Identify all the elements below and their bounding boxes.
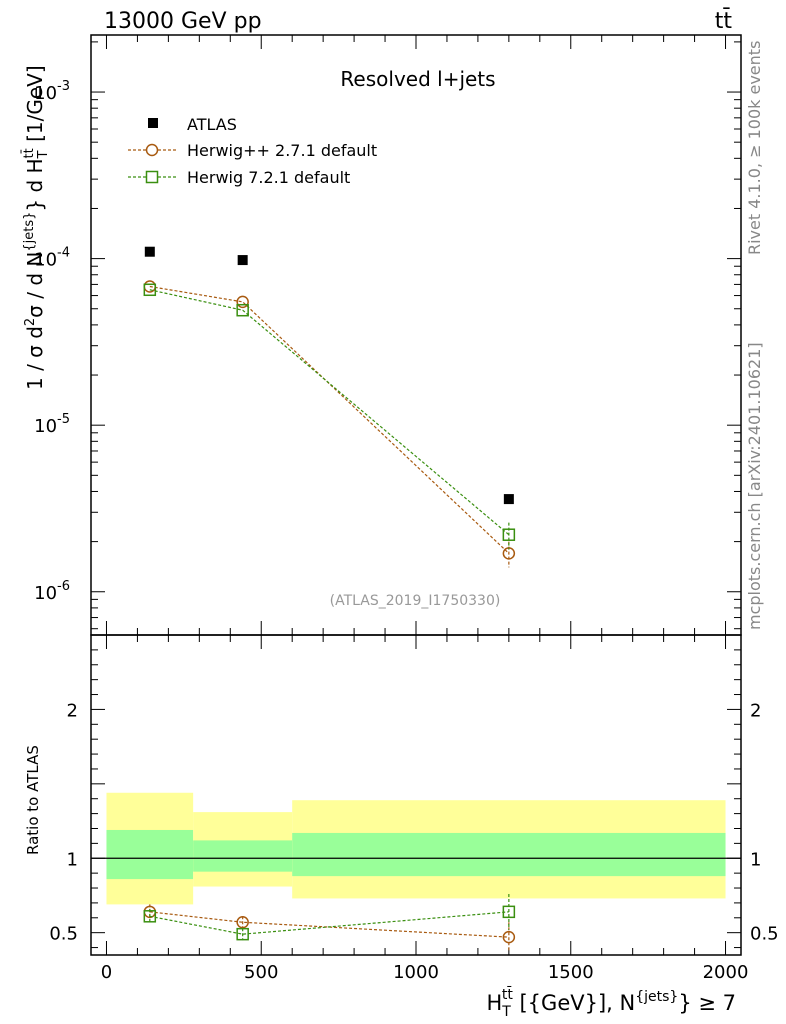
legend: ATLAS Herwig++ 2.7.1 default Herwig 7.2.… bbox=[128, 115, 377, 187]
rivet-label: Rivet 4.1.0, ≥ 100k events bbox=[745, 41, 764, 255]
ratio-bands bbox=[106, 792, 726, 905]
main-series-0-point bbox=[503, 494, 514, 505]
y-axis-label: 1 / σ d2σ / d N{jets}} d HTtt̄ [1/GeV] bbox=[22, 65, 51, 390]
main-series-2-point bbox=[143, 283, 157, 297]
main-series-0-point bbox=[144, 246, 155, 257]
mcplots-label: mcplots.cern.ch [arXiv:2401.10621] bbox=[745, 342, 764, 630]
ratio-band-inner-1 bbox=[193, 840, 293, 872]
plot-title: Resolved l+jets bbox=[340, 67, 495, 91]
axis-ticks: 0 500 1000 1500 2000 10-3 10-4 10-5 10-6 0.5 0.5 1 1… bbox=[34, 35, 779, 983]
ratio-series-0-line bbox=[149, 911, 509, 938]
energy-label: 13000 GeV pp bbox=[104, 9, 262, 34]
ratio-y-tick-label: 1 bbox=[67, 849, 78, 870]
main-series-2-point bbox=[236, 303, 249, 317]
main-series-1-point bbox=[236, 295, 249, 309]
x-tick-label: 0 bbox=[101, 962, 112, 983]
x-tick-label: 1500 bbox=[548, 962, 594, 983]
y-tick-label: 10-3 bbox=[34, 79, 70, 104]
analysis-id: (ATLAS_2019_I1750330) bbox=[330, 593, 501, 609]
legend-label-herwig7: Herwig 7.2.1 default bbox=[187, 168, 350, 187]
process-label: tt̄ bbox=[715, 8, 733, 34]
ratio-series-1-point bbox=[236, 927, 249, 941]
ratio-y-tick-label: 2 bbox=[67, 700, 78, 721]
y-tick-label: 10-6 bbox=[34, 579, 70, 604]
x-axis-label: HTtt̄ [{GeV}], N{jets}} ≥ 7 bbox=[486, 985, 736, 1020]
y-tick-label: 10-5 bbox=[34, 412, 70, 437]
legend-marker-herwigpp bbox=[145, 143, 159, 157]
legend-marker-herwig7 bbox=[145, 170, 159, 184]
ratio-y-tick-label-right: 1 bbox=[750, 849, 761, 870]
legend-label-atlas: ATLAS bbox=[187, 115, 237, 134]
x-tick-label: 1000 bbox=[393, 962, 439, 983]
ratio-band-inner-2 bbox=[292, 832, 726, 877]
ratio-y-tick-label-right: 0.5 bbox=[750, 924, 779, 945]
legend-label-herwigpp: Herwig++ 2.7.1 default bbox=[187, 141, 377, 160]
main-series-2-line bbox=[149, 289, 510, 536]
ratio-series-0-point bbox=[236, 916, 249, 929]
ratio-y-tick-label: 0.5 bbox=[49, 924, 78, 945]
ratio-series-1-line bbox=[149, 911, 509, 935]
ratio-y-axis-label: Ratio to ATLAS bbox=[24, 745, 42, 855]
ratio-series-0-point bbox=[502, 930, 516, 944]
ratio-y-tick-label-right: 2 bbox=[750, 700, 761, 721]
main-series-0-point bbox=[237, 255, 248, 266]
legend-marker-atlas bbox=[148, 118, 158, 128]
main-series-1-line bbox=[149, 285, 510, 554]
data-marks bbox=[143, 246, 516, 953]
y-tick-label: 10-4 bbox=[34, 246, 70, 271]
x-tick-label: 500 bbox=[244, 962, 278, 983]
ratio-series-1-point bbox=[502, 905, 516, 919]
ratio-band-inner-0 bbox=[106, 829, 194, 880]
main-series-2-point bbox=[502, 528, 516, 541]
x-tick-label: 2000 bbox=[703, 962, 749, 983]
ratio-series-1-point bbox=[143, 910, 157, 923]
